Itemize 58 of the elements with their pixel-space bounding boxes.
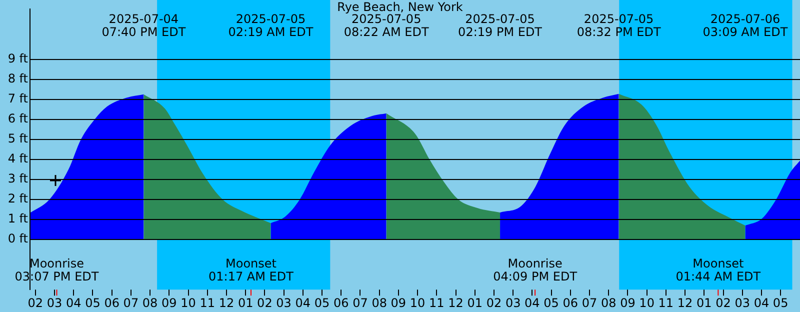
y-tick-label: 1 ft: [8, 212, 28, 226]
x-tick-label: 11: [429, 296, 444, 310]
x-tick-label: 09: [162, 296, 177, 310]
x-tick-label: 01: [238, 296, 254, 310]
annotation: 2025-07-05 02:19 AM EDT: [228, 12, 314, 39]
x-tick-label: 07: [123, 296, 139, 310]
x-tick-label: 03: [505, 296, 521, 310]
x-tick-label: 07: [582, 296, 598, 310]
x-tick-label: 09: [620, 296, 636, 310]
x-tick-label: 05: [544, 296, 559, 310]
x-tick-label: 04: [295, 296, 311, 310]
y-tick-label: 7 ft: [8, 91, 28, 106]
x-tick-label: 12: [218, 296, 234, 310]
annotation: 2025-07-06 03:09 AM EDT: [702, 12, 788, 39]
x-tick-label: 02: [716, 296, 731, 310]
x-tick-label: 10: [410, 296, 426, 310]
x-tick-label: 06: [104, 296, 120, 310]
x-tick-label: 11: [658, 296, 674, 310]
x-tick-label: 05: [772, 296, 788, 310]
x-tick-label: 10: [639, 296, 654, 310]
y-tick-label: 5 ft: [8, 132, 28, 146]
x-tick-label: 01: [696, 296, 712, 310]
x-tick-label: 09: [390, 296, 406, 310]
x-tick-label: 11: [200, 296, 216, 310]
ref-line-label: Moonrise 04:09 PM EDT: [493, 256, 578, 284]
x-tick-label: 01: [467, 296, 483, 310]
x-tick-label: 12: [677, 296, 693, 310]
x-tick-label: 08: [142, 296, 158, 310]
ref-line-label: Moonset 01:44 AM EDT: [676, 256, 762, 284]
y-tick-label: 8 ft: [8, 71, 28, 86]
x-tick-label: 04: [66, 296, 82, 310]
chart-title: Rye Beach, New York: [337, 0, 463, 14]
x-tick-label: 02: [28, 296, 44, 310]
x-tick-label: 12: [448, 296, 464, 310]
x-tick-label: 03: [276, 296, 292, 310]
x-tick-label: 05: [85, 296, 100, 310]
y-tick-label: 3 ft: [8, 172, 28, 186]
x-tick-label: 02: [257, 296, 272, 310]
y-tick-label: 2 ft: [8, 192, 28, 206]
y-tick-label: 0 ft: [8, 232, 28, 246]
x-tick-label: 02: [486, 296, 502, 310]
x-tick-label: 08: [372, 296, 387, 310]
x-tick-label: 08: [600, 296, 616, 310]
x-tick-label: 06: [333, 296, 349, 310]
y-tick-label: 6 ft: [8, 111, 28, 126]
y-tick-label: 4 ft: [8, 152, 28, 166]
x-tick-label: 04: [524, 296, 540, 310]
x-tick-label: 03: [734, 296, 750, 310]
annotation: 2025-07-05 08:22 AM EDT: [344, 12, 430, 39]
ref-line-label: Moonset 01:17 AM EDT: [208, 256, 294, 284]
annotation: 2025-07-05 02:19 PM EDT: [458, 12, 543, 39]
y-tick-label: 9 ft: [8, 51, 28, 66]
x-tick-label: 05: [314, 296, 330, 310]
x-tick-label: 04: [754, 296, 770, 310]
x-tick-label: 07: [352, 296, 368, 310]
x-tick-label: 10: [180, 296, 196, 310]
x-tick-label: 03: [46, 296, 62, 310]
x-tick-label: 06: [562, 296, 578, 310]
